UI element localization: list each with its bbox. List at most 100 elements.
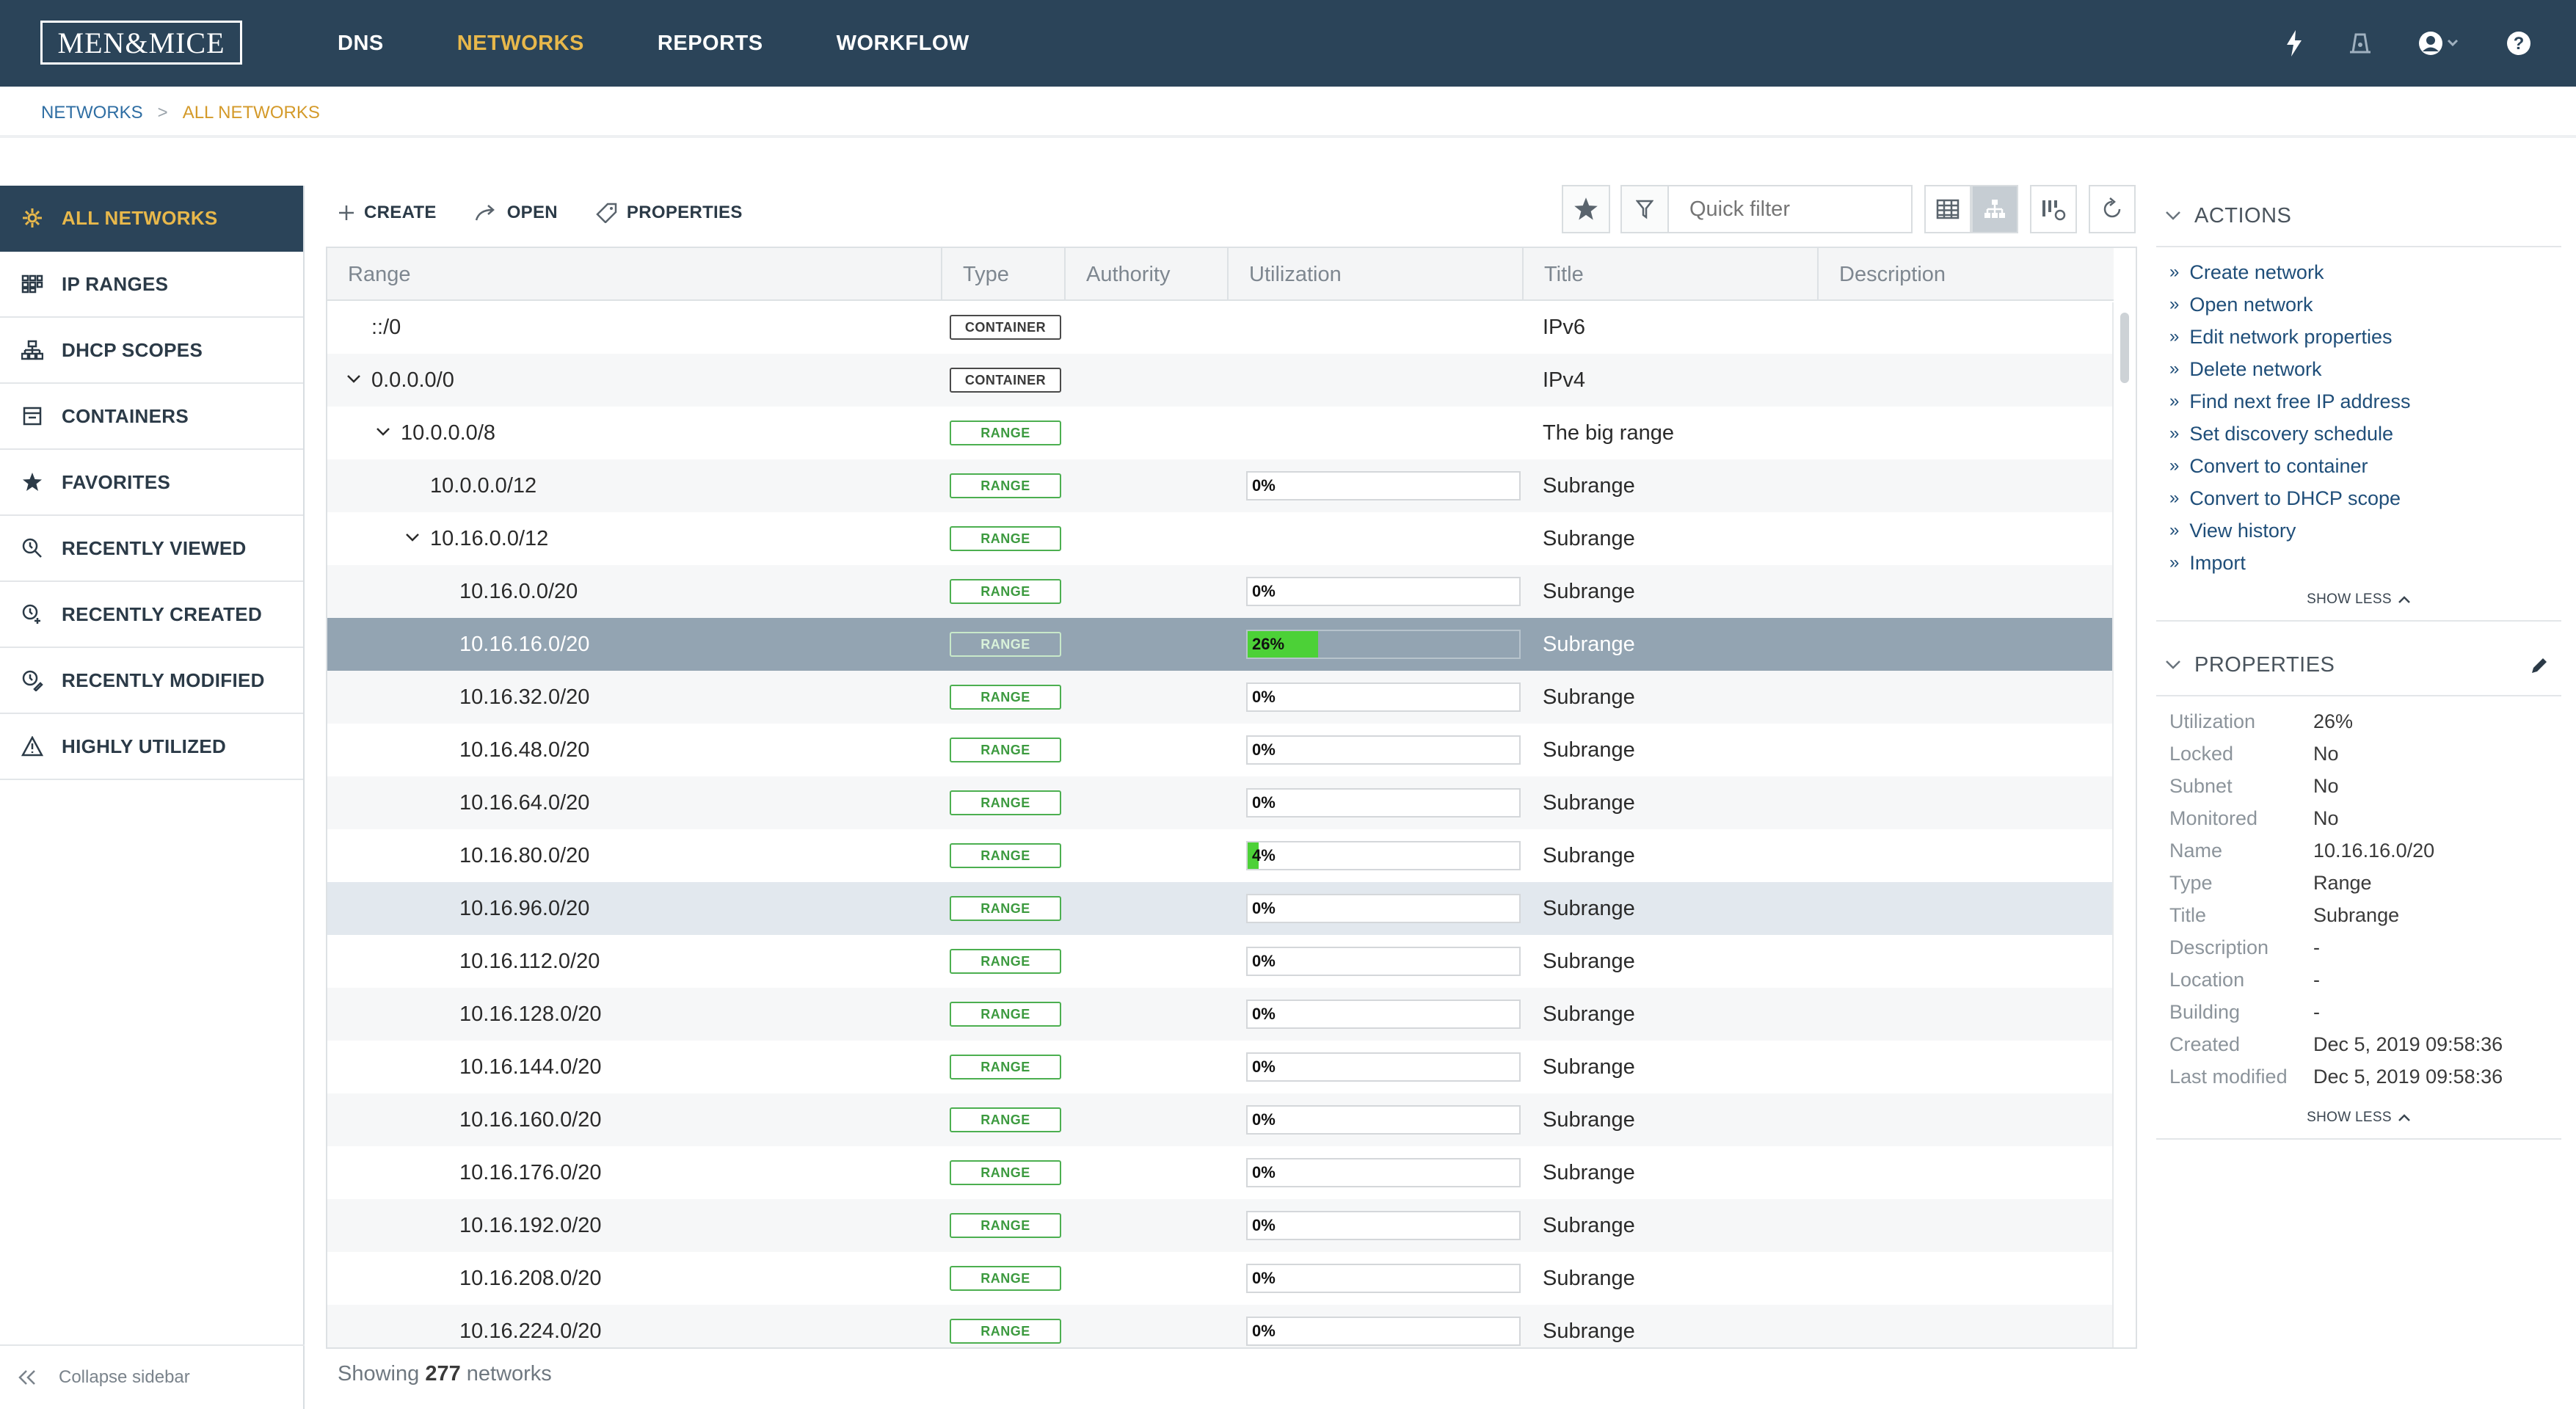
type-cell: RANGE (942, 618, 1066, 671)
sidebar-item-dhcp-scopes[interactable]: DHCP SCOPES (0, 318, 303, 384)
action-link[interactable]: » Convert to DHCP scope (2169, 482, 2561, 514)
sidebar-item-recently-created[interactable]: RECENTLY CREATED (0, 582, 303, 648)
nav-dns[interactable]: DNS (338, 31, 384, 55)
sidebar-item-label: HIGHLY UTILIZED (62, 735, 227, 757)
sidebar-item-ip-ranges[interactable]: IP RANGES (0, 252, 303, 318)
user-menu-icon[interactable] (2417, 30, 2462, 57)
table-row[interactable]: 10.16.32.0/20 RANGE 0% Subrange (327, 671, 2114, 724)
table-row[interactable]: 10.16.192.0/20 RANGE 0% Subrange (327, 1199, 2114, 1252)
lightning-icon[interactable] (2285, 30, 2303, 57)
table-row[interactable]: 10.16.0.0/20 RANGE 0% Subrange (327, 565, 2114, 618)
properties-button[interactable]: PROPERTIES (596, 203, 743, 223)
action-link[interactable]: » Find next free IP address (2169, 385, 2561, 418)
sidebar-item-highly-utilized[interactable]: HIGHLY UTILIZED (0, 714, 303, 780)
column-header-description[interactable]: Description (1839, 262, 1946, 286)
plus-icon (338, 204, 355, 222)
action-link[interactable]: » Set discovery schedule (2169, 418, 2561, 450)
property-key: Type (2169, 871, 2213, 894)
actions-list: » Create network » Open network » Edit networ… (2156, 247, 2561, 579)
sidebar-item-all-networks[interactable]: ALL NETWORKS (0, 186, 303, 252)
grid-scrollbar[interactable] (2112, 302, 2134, 1347)
title-cell: Subrange (1543, 843, 1635, 867)
double-chevron-right-icon: » (2169, 456, 2180, 476)
property-key: Description (2169, 936, 2269, 958)
nav-workflow[interactable]: WORKFLOW (836, 31, 969, 55)
column-header-utilization[interactable]: Utilization (1229, 248, 1524, 301)
action-link[interactable]: » Convert to container (2169, 450, 2561, 482)
action-link[interactable]: » View history (2169, 514, 2561, 547)
refresh-button[interactable] (2089, 185, 2136, 233)
nav-networks[interactable]: NETWORKS (456, 31, 584, 55)
action-link[interactable]: » Import (2169, 547, 2561, 579)
actions-header[interactable]: ACTIONS (2156, 186, 2561, 247)
quick-filter-input[interactable] (1667, 185, 1913, 233)
sidebar-item-recently-modified[interactable]: RECENTLY MODIFIED (0, 648, 303, 714)
filter-button[interactable] (1620, 185, 1669, 233)
table-row[interactable]: 10.16.176.0/20 RANGE 0% Subrange (327, 1146, 2114, 1199)
table-row[interactable]: 10.16.144.0/20 RANGE 0% Subrange (327, 1041, 2114, 1093)
table-row[interactable]: 10.16.48.0/20 RANGE 0% Subrange (327, 724, 2114, 776)
chevron-down-icon[interactable] (376, 424, 390, 439)
range-text: 10.16.192.0/20 (459, 1213, 602, 1237)
column-header-authority[interactable]: Authority (1066, 248, 1229, 301)
grid-scrollbar-thumb[interactable] (2120, 313, 2129, 383)
utilization-bar: 26% (1246, 630, 1521, 659)
actions-show-less-button[interactable]: SHOW LESS (2156, 579, 2561, 622)
create-button[interactable]: CREATE (338, 203, 437, 223)
chevron-up-icon (2398, 1113, 2411, 1122)
notifications-icon[interactable] (2347, 30, 2373, 57)
breadcrumb-networks[interactable]: NETWORKS (41, 103, 143, 123)
table-row[interactable]: 0.0.0.0/0 CONTAINER IPv4 (327, 354, 2114, 407)
description-cell (1819, 724, 2114, 776)
help-icon[interactable]: ? (2506, 30, 2532, 57)
table-row[interactable]: ::/0 CONTAINER IPv6 (327, 301, 2114, 354)
column-header-range[interactable]: Range (327, 248, 942, 301)
table-row[interactable]: 10.16.112.0/20 RANGE 0% Subrange (327, 935, 2114, 988)
description-cell (1819, 301, 2114, 354)
utilization-bar: 0% (1246, 682, 1521, 712)
nav-reports[interactable]: REPORTS (657, 31, 763, 55)
sidebar-item-containers[interactable]: CONTAINERS (0, 384, 303, 450)
utilization-cell: 0% (1229, 1252, 1524, 1305)
range-cell: 10.16.64.0/20 (327, 776, 942, 829)
table-row[interactable]: 10.16.208.0/20 RANGE 0% Subrange (327, 1252, 2114, 1305)
sidebar-item-label: RECENTLY VIEWED (62, 536, 247, 559)
action-link[interactable]: » Delete network (2169, 353, 2561, 385)
properties-header[interactable]: PROPERTIES (2156, 635, 2561, 696)
chevron-down-icon[interactable] (405, 530, 420, 545)
tree-view-button[interactable] (1971, 185, 2018, 233)
pencil-icon[interactable] (2529, 655, 2550, 676)
table-row[interactable]: 10.16.0.0/12 RANGE Subrange (327, 512, 2114, 565)
favorite-filter-button[interactable] (1562, 185, 1610, 233)
sidebar-item-favorites[interactable]: FAVORITES (0, 450, 303, 516)
type-cell: CONTAINER (942, 354, 1066, 407)
containers-icon (18, 401, 47, 431)
action-label: Convert to DHCP scope (2189, 487, 2401, 509)
table-row[interactable]: 10.0.0.0/8 RANGE The big range (327, 407, 2114, 459)
chevron-down-icon[interactable] (346, 371, 361, 386)
table-row[interactable]: 10.16.224.0/20 RANGE 0% Subrange (327, 1305, 2114, 1347)
properties-show-less-button[interactable]: SHOW LESS (2156, 1097, 2561, 1140)
open-button[interactable]: OPEN (475, 203, 558, 223)
utilization-text: 0% (1252, 1110, 1276, 1129)
collapse-sidebar-button[interactable]: Collapse sidebar (0, 1344, 305, 1409)
column-header-type[interactable]: Type (942, 248, 1066, 301)
sidebar-item-recently-viewed[interactable]: RECENTLY VIEWED (0, 516, 303, 582)
table-row[interactable]: 10.16.64.0/20 RANGE 0% Subrange (327, 776, 2114, 829)
table-row[interactable]: 10.16.128.0/20 RANGE 0% Subrange (327, 988, 2114, 1041)
table-row[interactable]: 10.0.0.0/12 RANGE 0% Subrange (327, 459, 2114, 512)
table-row[interactable]: 10.16.96.0/20 RANGE 0% Subrange (327, 882, 2114, 935)
app-logo[interactable]: MEN&MICE (40, 21, 242, 65)
table-row[interactable]: 10.16.160.0/20 RANGE 0% Subrange (327, 1093, 2114, 1146)
actions-title: ACTIONS (2194, 203, 2292, 227)
action-link[interactable]: » Create network (2169, 256, 2561, 288)
column-settings-button[interactable] (2030, 185, 2077, 233)
action-link[interactable]: » Open network (2169, 288, 2561, 321)
column-header-title[interactable]: Title (1524, 248, 1819, 301)
table-row[interactable]: 10.16.80.0/20 RANGE 4% Subrange (327, 829, 2114, 882)
property-value: Range (2313, 871, 2372, 894)
table-row[interactable]: 10.16.16.0/20 RANGE 26% Subrange (327, 618, 2114, 671)
table-view-button[interactable] (1924, 185, 1971, 233)
sidebar-item-label: IP RANGES (62, 272, 169, 295)
action-link[interactable]: » Edit network properties (2169, 321, 2561, 353)
